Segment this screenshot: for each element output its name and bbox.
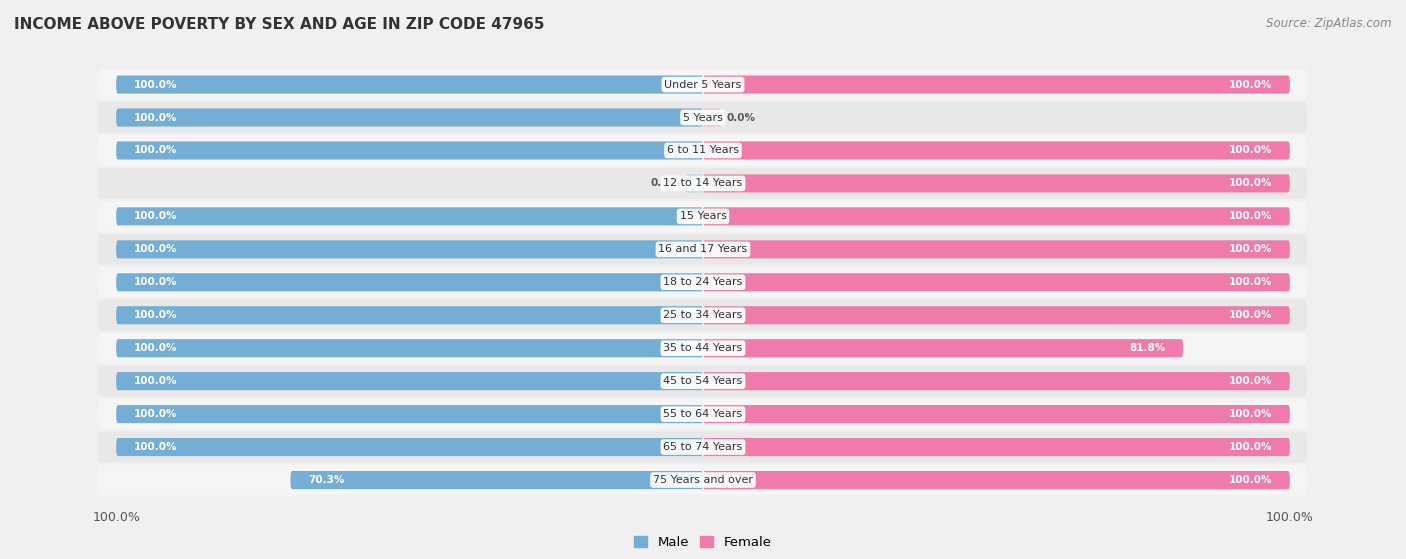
FancyBboxPatch shape [98, 234, 1308, 265]
Text: 75 Years and over: 75 Years and over [652, 475, 754, 485]
Text: 100.0%: 100.0% [134, 112, 177, 122]
FancyBboxPatch shape [98, 135, 1308, 166]
FancyBboxPatch shape [98, 366, 1308, 396]
FancyBboxPatch shape [291, 471, 703, 489]
Text: 0.0%: 0.0% [727, 112, 755, 122]
FancyBboxPatch shape [703, 174, 1289, 192]
Text: 100.0%: 100.0% [134, 409, 177, 419]
FancyBboxPatch shape [98, 333, 1308, 363]
Text: 100.0%: 100.0% [1229, 211, 1272, 221]
Text: 100.0%: 100.0% [134, 277, 177, 287]
FancyBboxPatch shape [703, 372, 1289, 390]
Text: 100.0%: 100.0% [1229, 277, 1272, 287]
FancyBboxPatch shape [117, 405, 703, 423]
Text: 100.0%: 100.0% [134, 310, 177, 320]
FancyBboxPatch shape [117, 75, 703, 93]
FancyBboxPatch shape [98, 201, 1308, 232]
FancyBboxPatch shape [703, 108, 721, 126]
Text: 65 to 74 Years: 65 to 74 Years [664, 442, 742, 452]
Text: 100.0%: 100.0% [1229, 409, 1272, 419]
FancyBboxPatch shape [117, 372, 703, 390]
Text: 0.0%: 0.0% [651, 178, 679, 188]
FancyBboxPatch shape [703, 438, 1289, 456]
Text: 100.0%: 100.0% [134, 376, 177, 386]
Text: 100.0%: 100.0% [134, 244, 177, 254]
Text: 45 to 54 Years: 45 to 54 Years [664, 376, 742, 386]
FancyBboxPatch shape [703, 339, 1182, 357]
FancyBboxPatch shape [98, 300, 1308, 331]
FancyBboxPatch shape [117, 108, 703, 126]
Text: 16 and 17 Years: 16 and 17 Years [658, 244, 748, 254]
Text: Under 5 Years: Under 5 Years [665, 79, 741, 89]
Text: 100.0%: 100.0% [1229, 79, 1272, 89]
FancyBboxPatch shape [703, 75, 1289, 93]
FancyBboxPatch shape [117, 273, 703, 291]
Text: 70.3%: 70.3% [308, 475, 344, 485]
FancyBboxPatch shape [117, 141, 703, 159]
FancyBboxPatch shape [703, 273, 1289, 291]
FancyBboxPatch shape [98, 399, 1308, 429]
FancyBboxPatch shape [117, 438, 703, 456]
Text: 25 to 34 Years: 25 to 34 Years [664, 310, 742, 320]
FancyBboxPatch shape [98, 69, 1308, 100]
Text: 100.0%: 100.0% [1229, 145, 1272, 155]
Text: 81.8%: 81.8% [1129, 343, 1166, 353]
Text: 18 to 24 Years: 18 to 24 Years [664, 277, 742, 287]
FancyBboxPatch shape [117, 207, 703, 225]
Legend: Male, Female: Male, Female [634, 537, 772, 549]
Text: 100.0%: 100.0% [134, 145, 177, 155]
Text: 100.0%: 100.0% [1229, 442, 1272, 452]
Text: 6 to 11 Years: 6 to 11 Years [666, 145, 740, 155]
FancyBboxPatch shape [703, 405, 1289, 423]
Text: 100.0%: 100.0% [1229, 310, 1272, 320]
FancyBboxPatch shape [98, 465, 1308, 495]
Text: 100.0%: 100.0% [134, 442, 177, 452]
FancyBboxPatch shape [98, 102, 1308, 133]
Text: 35 to 44 Years: 35 to 44 Years [664, 343, 742, 353]
FancyBboxPatch shape [98, 168, 1308, 199]
FancyBboxPatch shape [117, 306, 703, 324]
Text: 15 Years: 15 Years [679, 211, 727, 221]
FancyBboxPatch shape [117, 240, 703, 258]
Text: 12 to 14 Years: 12 to 14 Years [664, 178, 742, 188]
FancyBboxPatch shape [703, 471, 1289, 489]
Text: 100.0%: 100.0% [1229, 244, 1272, 254]
Text: 100.0%: 100.0% [1229, 376, 1272, 386]
FancyBboxPatch shape [703, 240, 1289, 258]
FancyBboxPatch shape [98, 432, 1308, 462]
Text: Source: ZipAtlas.com: Source: ZipAtlas.com [1267, 17, 1392, 30]
Text: 100.0%: 100.0% [134, 79, 177, 89]
FancyBboxPatch shape [703, 207, 1289, 225]
Text: 100.0%: 100.0% [1229, 178, 1272, 188]
FancyBboxPatch shape [685, 174, 703, 192]
Text: 55 to 64 Years: 55 to 64 Years [664, 409, 742, 419]
Text: 100.0%: 100.0% [134, 211, 177, 221]
FancyBboxPatch shape [703, 306, 1289, 324]
Text: INCOME ABOVE POVERTY BY SEX AND AGE IN ZIP CODE 47965: INCOME ABOVE POVERTY BY SEX AND AGE IN Z… [14, 17, 544, 32]
Text: 100.0%: 100.0% [134, 343, 177, 353]
FancyBboxPatch shape [117, 339, 703, 357]
Text: 100.0%: 100.0% [1229, 475, 1272, 485]
FancyBboxPatch shape [98, 267, 1308, 298]
Text: 5 Years: 5 Years [683, 112, 723, 122]
FancyBboxPatch shape [703, 141, 1289, 159]
